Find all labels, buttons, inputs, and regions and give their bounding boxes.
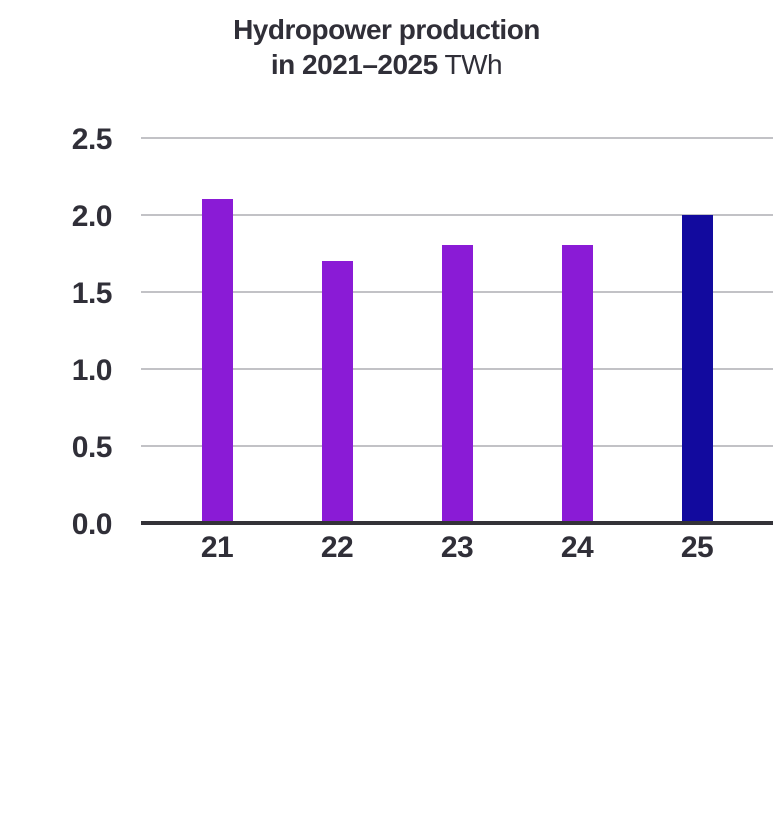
chart-title-unit: TWh	[437, 49, 503, 80]
chart-title-line1: Hydropower production	[233, 14, 540, 45]
bar-24	[561, 245, 593, 523]
y-tick-label: 0.0	[71, 508, 113, 541]
y-tick-label: 1.0	[71, 353, 113, 387]
chart-title-line2: in 2021–2025 TWh	[0, 47, 773, 82]
y-tick-label: 0.5	[71, 430, 113, 464]
gridline	[141, 136, 773, 139]
bar-25	[681, 214, 713, 523]
chart-title-years: in 2021–2025	[270, 49, 438, 80]
bar-21	[201, 199, 233, 523]
x-tick-label: 21	[200, 531, 234, 564]
x-tick-label: 23	[440, 531, 474, 564]
x-tick-label: 25	[680, 531, 714, 564]
x-axis-line	[141, 521, 773, 525]
bar-22	[321, 260, 353, 523]
chart-title: Hydropower production in 2021–2025 TWh	[0, 12, 773, 82]
y-tick-label: 2.0	[71, 199, 113, 233]
bar-23	[441, 245, 473, 523]
y-tick-label: 2.5	[71, 122, 113, 156]
x-tick-label: 24	[560, 531, 594, 564]
y-tick-label: 1.5	[71, 276, 113, 310]
gridline	[141, 213, 773, 216]
x-tick-label: 22	[320, 531, 354, 564]
